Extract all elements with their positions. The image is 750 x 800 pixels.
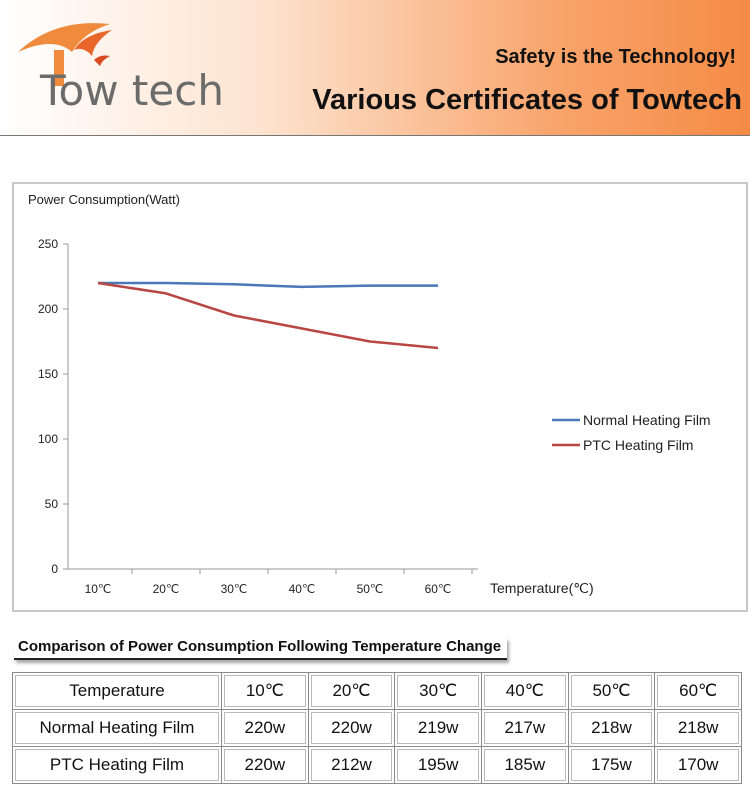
chart-frame [12, 182, 748, 612]
header-banner: Tow tech Safety is the Technology! Vario… [0, 0, 750, 136]
y-tick-label: 150 [38, 367, 58, 381]
table-cell: 218w [654, 709, 742, 747]
y-tick-label: 0 [51, 562, 58, 576]
header-cell: 60℃ [654, 672, 742, 710]
table-cell: 220w [307, 709, 396, 747]
table-row: PTC Heating Film 220w 212w 195w 185w 175… [12, 746, 742, 784]
comparison-table: Temperature 10℃ 20℃ 30℃ 40℃ 50℃ 60℃ Norm… [12, 672, 742, 784]
table-cell: 175w [567, 746, 656, 784]
header-cell: 50℃ [567, 672, 656, 710]
header-cell: 20℃ [307, 672, 396, 710]
tagline: Safety is the Technology! [495, 46, 736, 68]
table-cell: 185w [480, 746, 569, 784]
table-cell: 220w [221, 746, 309, 784]
table-header-row: Temperature 10℃ 20℃ 30℃ 40℃ 50℃ 60℃ [12, 672, 742, 710]
x-tick-label: 30℃ [221, 582, 248, 596]
x-tick-label: 60℃ [425, 582, 452, 596]
logo-text: Tow tech [40, 66, 224, 115]
flame-logo-icon [18, 23, 112, 86]
table-cell: 218w [567, 709, 656, 747]
x-tick-label: 40℃ [289, 582, 316, 596]
x-tick-label: 10℃ [85, 582, 112, 596]
x-axis-label: Temperature(℃) [490, 580, 594, 596]
table-cell: PTC Heating Film [12, 746, 222, 784]
x-tick-label: 50℃ [357, 582, 384, 596]
table-caption: Comparison of Power Consumption Followin… [14, 638, 508, 660]
series-line-normal [98, 281, 438, 289]
header-cell: 30℃ [394, 672, 482, 710]
table-cell: 195w [394, 746, 482, 784]
y-tick-label: 100 [38, 432, 58, 446]
table-row: Normal Heating Film 220w 220w 219w 217w … [12, 709, 742, 747]
legend-label: PTC Heating Film [583, 437, 693, 453]
y-axis-label: Power Consumption(Watt) [28, 192, 180, 207]
y-tick-label: 200 [38, 302, 58, 316]
table-cell: 219w [394, 709, 482, 747]
table-cell: 212w [307, 746, 396, 784]
series-line-ptc [97, 281, 439, 350]
header-cell: Temperature [12, 672, 222, 710]
y-tick-label: 50 [45, 497, 59, 511]
table-cell: 217w [480, 709, 569, 747]
header-cell: 40℃ [480, 672, 569, 710]
table-cell: 220w [221, 709, 309, 747]
page-title: Various Certificates of Towtech [312, 84, 742, 116]
legend-label: Normal Heating Film [583, 412, 711, 428]
header-cell: 10℃ [221, 672, 309, 710]
x-tick-label: 20℃ [153, 582, 180, 596]
table-cell: Normal Heating Film [12, 709, 222, 747]
power-consumption-chart: Power Consumption(Watt) 0 50 100 150 200 250 10… [28, 192, 711, 596]
table-cell: 170w [654, 746, 742, 784]
y-tick-label: 250 [38, 237, 58, 251]
